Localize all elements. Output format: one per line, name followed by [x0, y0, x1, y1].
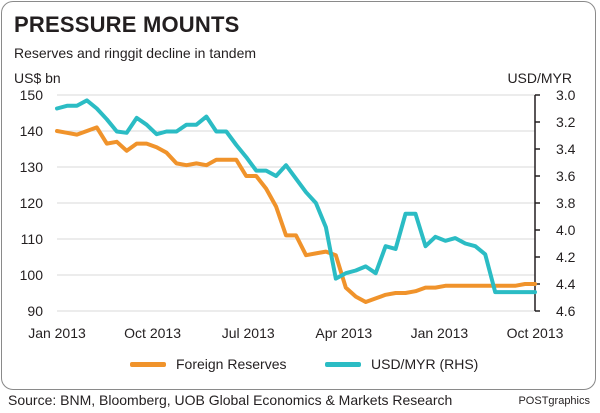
right-axis-unit: USD/MYR — [507, 70, 572, 86]
source-note: Source: BNM, Bloomberg, UOB Global Econo… — [8, 392, 453, 408]
chart-legend: Foreign Reserves USD/MYR (RHS) — [0, 356, 600, 378]
y2-tick-label: 4.6 — [556, 303, 576, 319]
y2-tick-label: 3.2 — [556, 114, 576, 130]
chart-subtitle: Reserves and ringgit decline in tandem — [14, 45, 257, 61]
y-tick-label: 120 — [20, 195, 44, 211]
x-tick-label: Jul 2013 — [222, 325, 275, 341]
x-tick-label: Oct 2013 — [124, 325, 181, 341]
x-tick-label: Jan 2013 — [28, 325, 86, 341]
x-tick-label: Jan 2013 — [411, 325, 469, 341]
legend-swatch-usdmyr — [325, 361, 361, 367]
legend-label-usdmyr: USD/MYR (RHS) — [371, 356, 479, 372]
y-tick-label: 90 — [27, 303, 43, 319]
series-line-foreign-reserves — [55, 125, 537, 304]
x-tick-label: Oct 2013 — [507, 325, 564, 341]
y-tick-label: 140 — [20, 123, 44, 139]
legend-swatch-reserves — [130, 361, 166, 367]
chart-frame — [1, 1, 596, 390]
series-line-usd-myr — [55, 98, 537, 295]
legend-item-reserves: Foreign Reserves — [130, 356, 287, 372]
y2-tick-label: 4.0 — [556, 222, 576, 238]
y2-tick-label: 4.2 — [556, 249, 576, 265]
legend-label-reserves: Foreign Reserves — [176, 356, 287, 372]
legend-item-usdmyr: USD/MYR (RHS) — [325, 356, 478, 372]
y-tick-label: 110 — [21, 231, 44, 247]
left-axis-unit: US$ bn — [14, 70, 61, 86]
y2-tick-label: 3.0 — [556, 87, 576, 103]
y2-tick-label: 3.4 — [556, 141, 576, 157]
y-tick-label: 100 — [20, 267, 44, 283]
y-tick-label: 150 — [20, 87, 44, 103]
page-title: PRESSURE MOUNTS — [14, 12, 240, 37]
y2-tick-label: 3.6 — [556, 168, 576, 184]
y-tick-label: 130 — [20, 159, 44, 175]
y2-tick-label: 4.4 — [556, 276, 576, 292]
x-tick-label: Apr 2013 — [315, 325, 372, 341]
graphics-credit: POSTgraphics — [518, 395, 590, 407]
y2-tick-label: 3.8 — [556, 195, 576, 211]
